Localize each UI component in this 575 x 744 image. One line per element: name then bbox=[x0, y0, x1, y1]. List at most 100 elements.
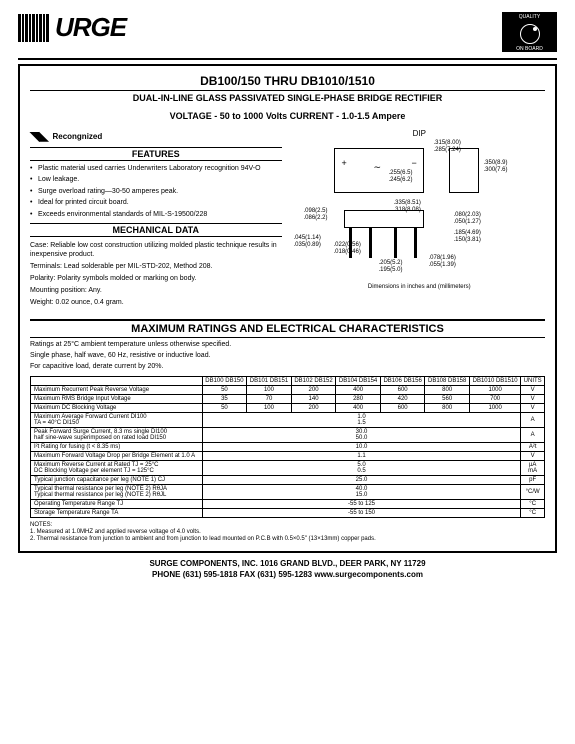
lead-icon bbox=[369, 228, 372, 258]
recognized-text: Recongnized bbox=[52, 132, 102, 141]
dim: .050(1.27) bbox=[454, 219, 481, 225]
minus-icon: − bbox=[412, 158, 417, 168]
dim: .335(8.51) bbox=[394, 200, 421, 206]
value-cell: 50 bbox=[202, 403, 247, 412]
span-cell: 10.0 bbox=[202, 442, 521, 451]
two-column-layout: ◥◣ Recongnized FEATURES Plastic material… bbox=[30, 129, 545, 311]
param-cell: Maximum Recurrent Peak Reverse Voltage bbox=[31, 385, 203, 394]
logo-text: URGE bbox=[55, 12, 126, 43]
param-cell: Maximum RMS Bridge Input Voltage bbox=[31, 394, 203, 403]
main-content-box: DB100/150 THRU DB1010/1510 DUAL-IN-LINE … bbox=[18, 64, 557, 553]
unit-cell: V bbox=[521, 451, 545, 460]
value-cell: 400 bbox=[336, 385, 381, 394]
page-header: URGE QUALITY ON BOARD bbox=[18, 12, 557, 52]
col: DB101 DB151 bbox=[247, 376, 292, 385]
feature-item: Plastic material used carries Underwrite… bbox=[30, 165, 282, 173]
value-cell: 420 bbox=[380, 394, 425, 403]
mech-polarity: Polarity: Polarity symbols molded or mar… bbox=[30, 274, 282, 283]
dim: .045(1.14) bbox=[294, 235, 321, 241]
param-cell: I²t Rating for fusing (t < 8.35 ms) bbox=[31, 442, 203, 451]
table-body: Maximum Recurrent Peak Reverse Voltage 50… bbox=[31, 385, 545, 517]
dim: .318(8.08) bbox=[394, 207, 421, 213]
table-row: Storage Temperature Range TA-55 to 150°C bbox=[31, 508, 545, 517]
note-item: 2. Thermal resistance from junction to a… bbox=[30, 536, 545, 543]
span-cell: 1.0 1.5 bbox=[202, 412, 521, 427]
dimension-caption: Dimensions in inches and (millimeters) bbox=[294, 284, 546, 290]
quality-top: QUALITY bbox=[504, 14, 555, 20]
divider bbox=[30, 90, 545, 91]
table-row: Operating Temperature Range TJ-55 to 125… bbox=[31, 499, 545, 508]
dip-label: DIP bbox=[294, 129, 546, 138]
dim: .080(2.03) bbox=[454, 212, 481, 218]
mech-weight: Weight: 0.02 ounce, 0.4 gram. bbox=[30, 298, 282, 307]
table-row: I²t Rating for fusing (t < 8.35 ms)10.0A… bbox=[31, 442, 545, 451]
dim: .185(4.69) bbox=[454, 230, 481, 236]
notes-head: NOTES: bbox=[30, 522, 545, 529]
mechanical-head: MECHANICAL DATA bbox=[30, 223, 282, 237]
page-footer: SURGE COMPONENTS, INC. 1016 GRAND BLVD.,… bbox=[18, 559, 557, 580]
table-header-row: DB100 DB150 DB101 DB151 DB102 DB152 DB10… bbox=[31, 376, 545, 385]
quality-bottom: ON BOARD bbox=[504, 46, 555, 52]
feature-item: Ideal for printed circuit board. bbox=[30, 199, 282, 207]
left-column: ◥◣ Recongnized FEATURES Plastic material… bbox=[30, 129, 282, 311]
feature-item: Surge overload rating—30-50 amperes peak… bbox=[30, 188, 282, 196]
dim: .086(2.2) bbox=[304, 215, 328, 221]
unit-cell: °C/W bbox=[521, 484, 545, 499]
col: DB106 DB156 bbox=[380, 376, 425, 385]
footer-line-1: SURGE COMPONENTS, INC. 1016 GRAND BLVD.,… bbox=[18, 559, 557, 569]
ul-icon: ◥◣ bbox=[30, 129, 48, 143]
unit-cell: °C bbox=[521, 499, 545, 508]
dim: .245(6.2) bbox=[389, 177, 413, 183]
dim: .035(0.89) bbox=[294, 242, 321, 248]
value-cell: 35 bbox=[202, 394, 247, 403]
span-cell: 5.0 0.5 bbox=[202, 460, 521, 475]
mech-mounting: Mounting position: Any. bbox=[30, 286, 282, 295]
barcode-icon bbox=[18, 14, 49, 42]
logo: URGE bbox=[18, 12, 126, 43]
ratings-head: MAXIMUM RATINGS AND ELECTRICAL CHARACTER… bbox=[30, 319, 545, 338]
col: DB102 DB152 bbox=[291, 376, 336, 385]
subtitle-1: DUAL-IN-LINE GLASS PASSIVATED SINGLE-PHA… bbox=[30, 93, 545, 103]
value-cell: 700 bbox=[469, 394, 520, 403]
pkg-side-view bbox=[449, 148, 479, 193]
value-cell: 800 bbox=[425, 385, 470, 394]
note-item: 1. Measured at 1.0MHZ and applied revers… bbox=[30, 529, 545, 536]
subtitle-2: VOLTAGE - 50 to 1000 Volts CURRENT - 1.0… bbox=[30, 111, 545, 121]
value-cell: 800 bbox=[425, 403, 470, 412]
mech-case: Case: Reliable low cost construction uti… bbox=[30, 241, 282, 259]
divider bbox=[18, 58, 557, 60]
value-cell: 1000 bbox=[469, 403, 520, 412]
span-cell: 25.0 bbox=[202, 475, 521, 484]
table-head: DB100 DB150 DB101 DB151 DB102 DB152 DB10… bbox=[31, 376, 545, 385]
plus-icon: + bbox=[342, 158, 347, 168]
table-row: Typical thermal resistance per leg (NOTE… bbox=[31, 484, 545, 499]
feature-item: Exceeds environmental standards of MIL-S… bbox=[30, 211, 282, 219]
span-cell: 1.1 bbox=[202, 451, 521, 460]
col: DB1010 DB1510 bbox=[469, 376, 520, 385]
dim: .350(8.9) bbox=[484, 160, 508, 166]
param-cell: Peak Forward Surge Current, 8.3 ms singl… bbox=[31, 427, 203, 442]
value-cell: 600 bbox=[380, 385, 425, 394]
dim: .285(7.24) bbox=[434, 147, 461, 153]
dim: .055(1.39) bbox=[429, 262, 456, 268]
lead-icon bbox=[414, 228, 417, 258]
span-cell: 30.0 50.0 bbox=[202, 427, 521, 442]
value-cell: 560 bbox=[425, 394, 470, 403]
part-title: DB100/150 THRU DB1010/1510 bbox=[30, 74, 545, 88]
value-cell: 600 bbox=[380, 403, 425, 412]
dim: .300(7.6) bbox=[484, 167, 508, 173]
value-cell: 200 bbox=[291, 403, 336, 412]
param-cell: Typical junction capacitance per leg (NO… bbox=[31, 475, 203, 484]
table-row: Maximum Average Forward Current DI100 TA… bbox=[31, 412, 545, 427]
param-cell: Operating Temperature Range TJ bbox=[31, 499, 203, 508]
unit-cell: µA mA bbox=[521, 460, 545, 475]
param-cell: Maximum Reverse Current at Rated TJ = 25… bbox=[31, 460, 203, 475]
col-units: UNITS bbox=[521, 376, 545, 385]
param-cell: Maximum Average Forward Current DI100 TA… bbox=[31, 412, 203, 427]
dim: .205(5.2) bbox=[379, 260, 403, 266]
table-row: Maximum DC Blocking Voltage5010020040060… bbox=[31, 403, 545, 412]
unit-cell: A bbox=[521, 412, 545, 427]
right-column: DIP + − ∼ .315(8.00) .285(7.24) .255(6.5… bbox=[294, 129, 546, 311]
param-cell: Maximum Forward Voltage Drop per Bridge … bbox=[31, 451, 203, 460]
value-cell: 200 bbox=[291, 385, 336, 394]
